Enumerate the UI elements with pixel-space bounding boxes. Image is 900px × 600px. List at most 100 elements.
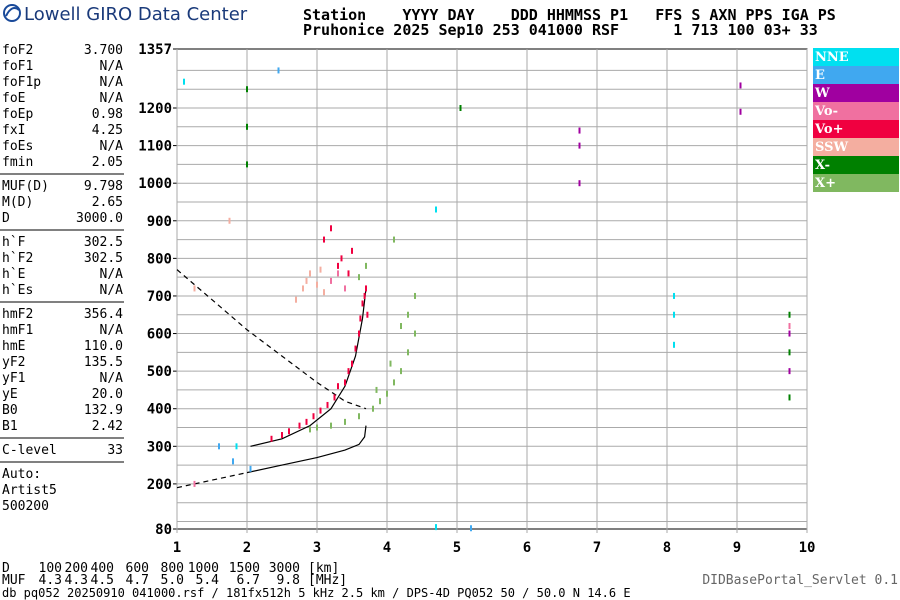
param-name: yF1: [2, 371, 25, 386]
param-value: 3.700: [84, 43, 123, 58]
param-name: B1: [2, 419, 18, 434]
echo-point: [316, 424, 318, 431]
echo-point: [270, 435, 273, 442]
echo-point: [366, 311, 369, 318]
param-name: foEp: [2, 107, 33, 122]
param-name: hmF1: [2, 323, 33, 338]
echo-point: [673, 292, 675, 299]
param-value: 132.9: [84, 403, 123, 418]
echo-point: [414, 292, 416, 299]
muf-value: 4.5: [91, 573, 114, 588]
echo-point: [193, 480, 196, 487]
legend-label: SSW: [815, 140, 848, 155]
y-tick-label: 200: [147, 477, 172, 493]
echo-point: [183, 78, 185, 85]
echo-point: [305, 418, 308, 425]
echo-point: [218, 443, 220, 450]
logo-text: Lowell GIRO Data Center: [24, 4, 248, 25]
echo-point: [358, 274, 360, 281]
param-value: 3000.0: [76, 211, 123, 226]
echo-point: [316, 281, 318, 288]
logo-icon: [3, 4, 21, 22]
echo-point: [337, 383, 339, 390]
param-value: N/A: [100, 323, 124, 338]
param-name: fxI: [2, 123, 25, 138]
echo-point: [788, 311, 791, 318]
echo-point: [347, 270, 350, 277]
muf-value: 6.7: [237, 573, 260, 588]
plot-frame: [176, 48, 808, 530]
param-value: N/A: [100, 283, 124, 298]
param-value: 2.65: [92, 195, 123, 210]
echo-point: [351, 247, 353, 254]
y-tick-label: 300: [147, 439, 172, 455]
echo-point: [232, 458, 234, 465]
x-tick-label: 9: [733, 540, 741, 556]
param-name: foE: [2, 91, 25, 106]
echo-point: [358, 330, 360, 337]
echo-point: [228, 217, 231, 224]
echo-point: [246, 161, 248, 168]
param-name: h`F: [2, 235, 26, 250]
y-tick-label: 500: [147, 364, 172, 380]
echo-point: [281, 432, 283, 439]
echo-point: [330, 422, 332, 429]
legend-label: Vo-: [814, 104, 838, 119]
echo-point: [340, 255, 343, 262]
param-value: N/A: [100, 75, 124, 90]
param-value: N/A: [100, 59, 124, 74]
echo-point: [330, 277, 332, 284]
param-value: N/A: [100, 267, 124, 282]
echo-point: [400, 323, 402, 330]
legend-label: NNE: [815, 50, 849, 65]
param-name: foF1p: [2, 75, 41, 90]
param-name: h`F2: [2, 251, 33, 266]
echo-point: [354, 345, 357, 352]
x-tick-label: 3: [313, 540, 321, 556]
echo-point: [365, 262, 367, 269]
auto-line: 500200: [2, 499, 49, 514]
servlet: DIDBasePortal_Servlet 0.1: [702, 573, 898, 588]
param-name: MUF(D): [2, 179, 49, 194]
y-tick-label: 800: [147, 251, 172, 267]
muf-value: 5.4: [196, 573, 220, 588]
profile-line: [176, 472, 248, 489]
echo-point: [249, 465, 252, 472]
echo-point: [739, 82, 742, 89]
distance: 1500: [229, 561, 260, 576]
x-tick-label: 6: [523, 540, 531, 556]
echo-point: [323, 236, 325, 243]
echo-point: [365, 285, 367, 292]
y-tick-label: 1100: [138, 139, 172, 155]
echo-point: [302, 285, 304, 292]
echo-point: [739, 108, 742, 115]
x-tick-label: 10: [799, 540, 816, 556]
param-value: 2.05: [92, 155, 123, 170]
echo-point: [389, 360, 392, 367]
legend-label: X+: [815, 176, 836, 191]
echo-point: [393, 236, 395, 243]
param-name: h`E: [2, 267, 25, 282]
echo-point: [337, 270, 339, 277]
legend-swatch: [813, 174, 899, 192]
echo-point: [246, 86, 248, 93]
echo-point: [363, 292, 366, 299]
distance: 800: [161, 561, 184, 576]
echo-point: [414, 330, 416, 337]
echo-point: [470, 525, 472, 532]
echo-point: [361, 300, 364, 307]
param-name: B0: [2, 403, 18, 418]
distance: 1000: [188, 561, 219, 576]
echo-point: [319, 407, 322, 414]
profile-line: [176, 269, 367, 410]
param-name: C-level: [2, 443, 57, 458]
y-tick-label: 1357: [138, 42, 172, 58]
echo-point: [312, 413, 315, 420]
distance: 600: [126, 561, 149, 576]
echo-point: [193, 285, 196, 292]
y-tick-label: 1200: [138, 101, 172, 117]
param-name: D: [2, 211, 10, 226]
param-value: 0.98: [92, 107, 123, 122]
echo-point: [319, 266, 322, 273]
echo-point: [235, 443, 238, 450]
